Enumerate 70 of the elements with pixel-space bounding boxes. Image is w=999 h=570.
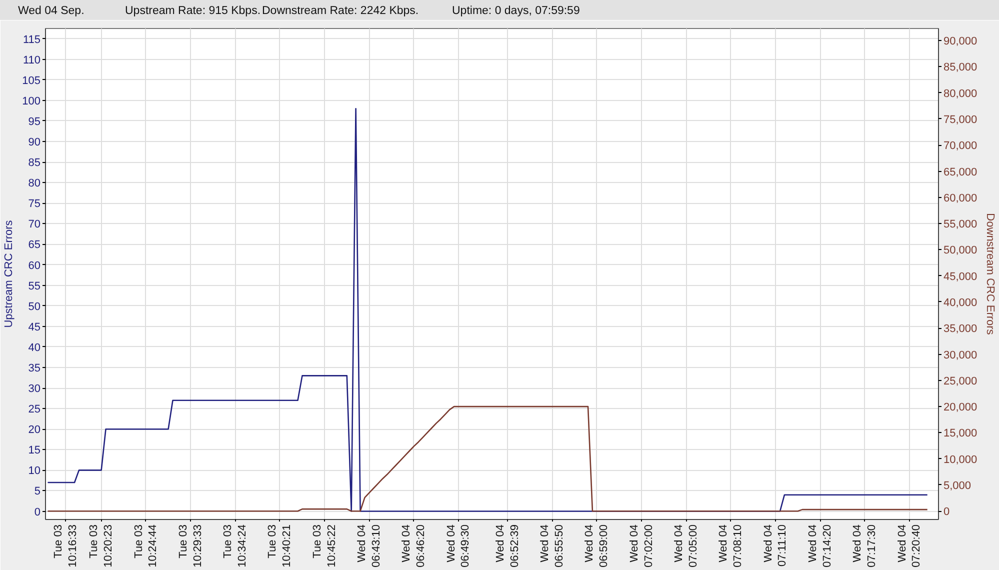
y-tick-label: 40 [28, 342, 41, 354]
y2-tick-label: 30,000 [944, 349, 978, 362]
x-tick-label: Wed 04 07:14:20 [806, 524, 834, 568]
y-tick-label: 15 [28, 444, 41, 457]
y-tick-label: 105 [22, 74, 41, 87]
x-tick-label: Wed 04 07:17:30 [852, 524, 878, 568]
y2-tick-label: 20,000 [944, 402, 978, 414]
y-tick-label: 45 [28, 321, 41, 334]
y-tick-label: 75 [28, 198, 41, 210]
y2-tick-label: 80,000 [944, 88, 978, 100]
text: Uptime: 0 days, 07:59:59 [452, 4, 580, 19]
line-series [47, 406, 928, 512]
x-tick-label: Wed 04 06:46:20 [400, 524, 428, 568]
x-tick-label: Tue 03 10:24:44 [132, 524, 160, 568]
y2-tick-label: 65,000 [944, 166, 978, 178]
y-tick-label: 60 [28, 260, 41, 272]
x-tick-label: Wed 04 07:05:00 [673, 524, 700, 568]
y2-tick-label: 0 [944, 506, 950, 518]
y2-tick-label: 90,000 [944, 36, 978, 48]
y2-tick-label: 55,000 [944, 218, 978, 231]
y2-tick-label: 15,000 [944, 428, 978, 440]
y-tick-label: 95 [28, 116, 41, 128]
x-tick-label: Wed 04 06:49:30 [445, 524, 472, 568]
y2-tick-label: 25,000 [944, 375, 978, 388]
y2-tick-label: 70,000 [944, 140, 978, 152]
y-tick-label: 10 [28, 465, 41, 478]
x-tick-label: Wed 04 06:55:50 [539, 524, 566, 568]
y2-tick-label: 50,000 [944, 244, 978, 257]
y2-tick-label: 40,000 [944, 296, 978, 309]
y2-tick-label: 75,000 [944, 114, 978, 126]
y-tick-label: 0 [34, 506, 41, 518]
y2-tick-label: 10,000 [944, 454, 978, 466]
x-tick-label: Wed 04 07:02:00 [628, 524, 655, 568]
x-tick-label: Wed 04 07:08:10 [718, 524, 744, 568]
text: Downstream Rate: 2242 Kbps. [262, 4, 419, 19]
y-tick-label: 35 [28, 362, 41, 374]
y-tick-label: 100 [22, 95, 41, 108]
x-tick-label: Tue 03 10:34:24 [222, 524, 248, 568]
y2-tick-label: 5,000 [944, 480, 972, 492]
x-tick-label: Wed 04 07:11:10 [762, 524, 789, 566]
x-tick-label: Tue 03 10:16:33 [52, 524, 79, 568]
x-tick-label: Wed 04 06:52:39 [494, 524, 521, 568]
x-tick-label: Wed 04 07:20:40 [896, 524, 923, 568]
y-tick-label: 90 [28, 136, 41, 148]
chart-title: Wed 04 Sep. [18, 4, 84, 19]
y2-tick-label: 45,000 [944, 270, 978, 283]
y-tick-label: 85 [28, 157, 41, 170]
x-tick-label: Tue 03 10:20:23 [88, 524, 115, 568]
y2-tick-label: 60,000 [944, 192, 978, 204]
x-tick-label: Tue 03 10:45:22 [311, 524, 338, 568]
y2-tick-label: 85,000 [944, 62, 978, 74]
y-tick-label: 25 [28, 404, 41, 416]
y-tick-label: 115 [22, 34, 41, 46]
y2-tick-label: 35,000 [944, 323, 978, 336]
x-tick-label: Tue 03 10:29:33 [177, 524, 204, 568]
y-tick-label: 55 [28, 280, 41, 292]
y-tick-label: 110 [22, 54, 41, 66]
y2-axis-title: Downstream CRC Errors [984, 213, 996, 336]
y-tick-label: 80 [28, 178, 41, 190]
y-tick-label: 20 [28, 424, 41, 436]
y-axis-title: Upstream CRC Errors [3, 220, 16, 328]
y-tick-label: 30 [28, 383, 41, 396]
x-tick-label: Wed 04 06:43:10 [356, 524, 382, 568]
text: Upstream Rate: 915 Kbps. [125, 4, 261, 19]
y-tick-label: 70 [28, 218, 41, 231]
y-tick-label: 65 [28, 239, 41, 252]
y-tick-label: 5 [34, 486, 41, 498]
x-tick-label: Tue 03 10:40:21 [266, 524, 294, 568]
y-tick-label: 50 [28, 300, 41, 313]
x-tick-label: Wed 04 06:59:00 [584, 524, 610, 568]
